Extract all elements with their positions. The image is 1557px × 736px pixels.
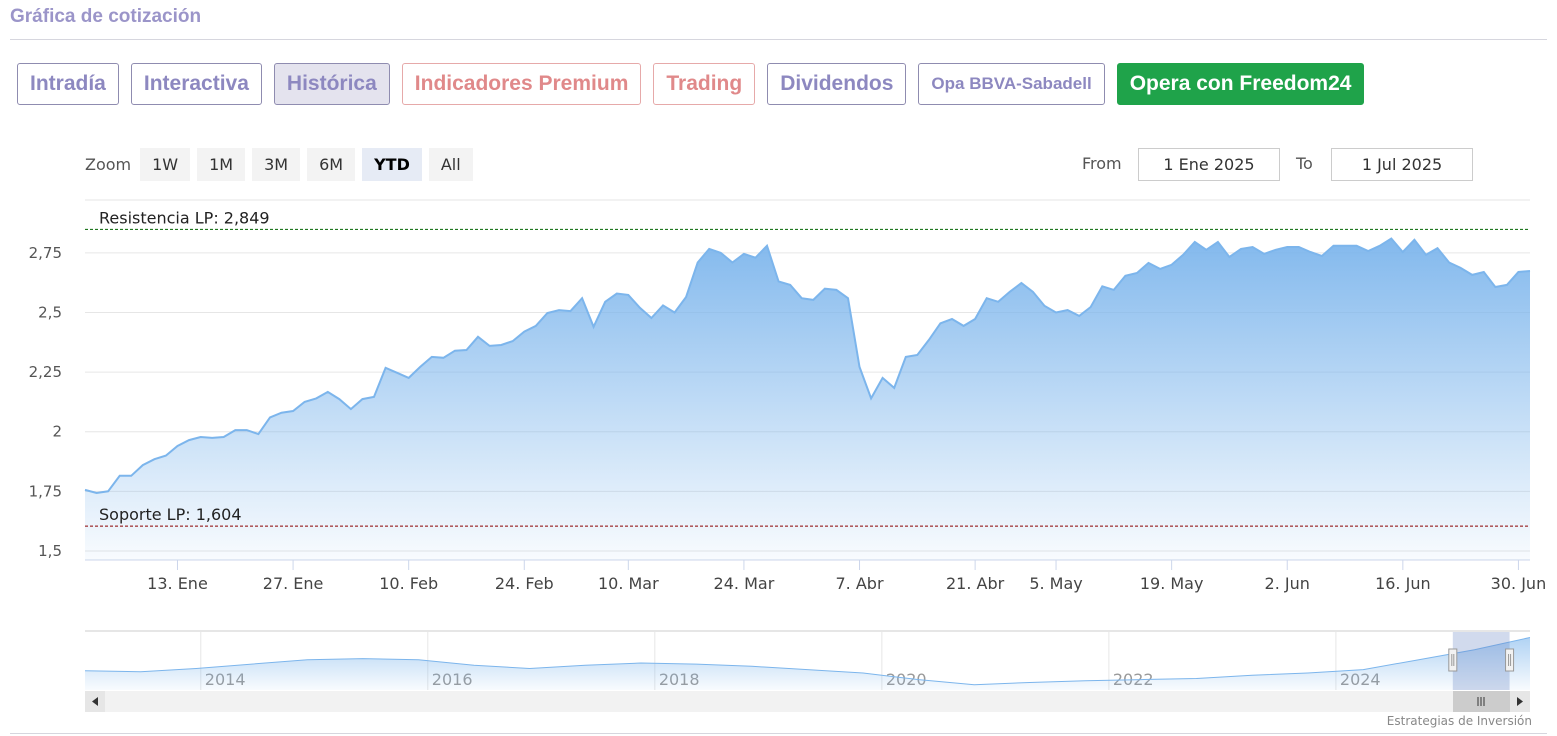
zoom-button[interactable]: 3M: [252, 148, 301, 181]
y-tick-label: 1,75: [29, 482, 62, 500]
zoom-button[interactable]: 6M: [307, 148, 356, 181]
navigator-handle[interactable]: [1448, 648, 1458, 672]
arrow-right: [1517, 697, 1523, 706]
zoom-button[interactable]: All: [428, 148, 473, 181]
page-title: Gráfica de cotización: [10, 6, 202, 27]
y-tick-label: 2,5: [38, 304, 62, 322]
zoom-bar: Zoom 1W 1M 3M 6M YTD All: [85, 148, 473, 181]
navigator-handle[interactable]: [1505, 648, 1515, 672]
x-tick-label: 7. Abr: [836, 574, 884, 593]
from-label: From: [1082, 154, 1122, 173]
y-tick-label: 2,75: [29, 244, 62, 262]
zoom-button[interactable]: 1M: [197, 148, 246, 181]
zoom-label: Zoom: [85, 155, 132, 174]
plot-line-label: Resistencia LP: 2,849: [99, 208, 270, 227]
handle-grip: [1508, 654, 1512, 666]
x-tick-label: 5. May: [1029, 574, 1082, 593]
tab[interactable]: Interactiva: [130, 63, 262, 105]
x-tick-label: 30. Jun: [1491, 574, 1547, 593]
tab[interactable]: Histórica: [273, 63, 390, 105]
x-tick-label: 24. Feb: [495, 574, 554, 593]
x-tick-label: 10. Feb: [379, 574, 438, 593]
y-tick-label: 1,5: [38, 542, 62, 560]
credit: Estrategias de Inversión: [1386, 714, 1532, 728]
tab[interactable]: Trading: [653, 63, 756, 105]
x-tick-label: 13. Ene: [147, 574, 208, 593]
cta-button[interactable]: Opera con Freedom24: [1116, 63, 1365, 105]
x-tick-label: 24. Mar: [714, 574, 775, 593]
navigator-selection: [1452, 632, 1510, 690]
tab[interactable]: Intradía: [17, 63, 119, 105]
tab-bar: Intradía Interactiva Histórica Indicador…: [17, 63, 1365, 105]
x-tick-label: 16. Jun: [1375, 574, 1431, 593]
zoom-button[interactable]: 1W: [140, 148, 191, 181]
area: [85, 238, 1530, 560]
tab[interactable]: Indicadores Premium: [401, 63, 642, 105]
to-label: To: [1296, 154, 1313, 173]
y-tick-label: 2: [52, 423, 62, 441]
divider: [10, 733, 1547, 734]
handle-grip: [1451, 654, 1455, 666]
plot-line-label: Soporte LP: 1,604: [99, 505, 242, 524]
scrollbar[interactable]: [85, 691, 1530, 712]
zoom-button[interactable]: YTD: [362, 148, 422, 181]
x-tick-label: 21. Abr: [946, 574, 1005, 593]
x-tick-label: 27. Ene: [263, 574, 324, 593]
y-tick-label: 2,25: [29, 363, 62, 381]
navigator-area: [85, 637, 1530, 690]
divider: [10, 39, 1547, 40]
from-input[interactable]: 1 Ene 2025: [1138, 148, 1280, 181]
navigator-line: [84, 637, 1531, 686]
x-tick-label: 10. Mar: [598, 574, 659, 593]
line: [84, 237, 1531, 495]
tab[interactable]: Opa BBVA-Sabadell: [918, 63, 1105, 105]
x-tick-label: 19. May: [1140, 574, 1204, 593]
arrow-left: [92, 697, 98, 706]
x-tick-label: 2. Jun: [1265, 574, 1310, 593]
to-input[interactable]: 1 Jul 2025: [1331, 148, 1473, 181]
tab[interactable]: Dividendos: [767, 63, 907, 105]
thumb-grip: [1477, 697, 1485, 706]
